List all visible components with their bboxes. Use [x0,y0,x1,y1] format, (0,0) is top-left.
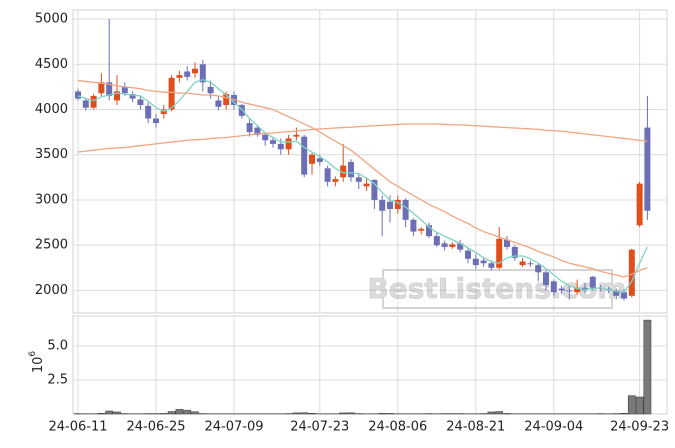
y-axis-label-base: 10 [31,357,46,374]
volume-bar [644,320,651,414]
x-tick-label: 24-06-25 [126,420,185,435]
volume-bar [620,413,627,414]
volume-bar [106,411,113,414]
candle-body [418,229,424,231]
y-tick-label: 3500 [35,147,68,162]
volume-bar [340,413,347,414]
candle-body [75,91,81,98]
candle-body [184,72,190,77]
candle-body [137,100,143,105]
y-tick-label: 2500 [35,238,68,253]
candle-body [122,87,128,93]
volume-panel [73,316,667,414]
y-tick-label: 4000 [35,102,68,117]
candle-body [286,138,292,149]
candle-body [325,168,331,182]
candle-body [644,128,650,211]
y-tick-label: 2.5 [47,372,68,387]
candle-body [621,292,627,298]
candle-body [215,100,221,106]
candle-body [169,78,175,110]
candle-body [403,200,409,220]
x-tick-label: 24-07-09 [204,420,263,435]
candle-body [270,140,276,144]
x-tick-label: 24-09-23 [610,420,669,435]
candle-body [551,281,557,292]
volume-bar [98,413,105,414]
candle-body [91,96,97,108]
volume-bar [113,412,120,414]
candle-body [356,177,362,182]
candle-body [559,289,565,291]
candle-body [481,261,487,264]
candle-body [309,155,315,164]
volume-bar [379,413,386,414]
candle-body [543,272,549,285]
candle-body [590,277,596,288]
volume-bar [628,396,635,414]
y-tick-label: 2000 [35,283,68,298]
volume-bar [293,413,300,414]
candle-body [364,184,370,187]
candle-body [566,290,572,291]
y-tick-label: 4500 [35,57,68,72]
volume-bar [160,413,167,414]
volume-bar [503,413,510,414]
candle-body [278,144,284,149]
candle-body [208,87,214,93]
price-panel [73,10,667,313]
candle-body [293,135,299,137]
candle-body [488,263,494,268]
volume-bar [347,413,354,414]
candle-body [348,162,354,177]
volume-bar [184,410,191,414]
candle-body [247,123,253,132]
x-tick-label: 24-08-06 [368,420,427,435]
candle-body [442,243,448,247]
y-tick-label: 5000 [35,12,68,27]
candle-body [637,184,643,226]
volume-bar [168,412,175,414]
volume-bar [386,413,393,414]
candle-body [301,137,307,175]
volume-bar [488,412,495,414]
volume-bar [191,412,198,414]
candle-body [83,100,89,107]
volume-bar [308,413,315,414]
y-tick-label: 5.0 [47,338,68,353]
x-tick-label: 24-09-04 [524,420,583,435]
candle-body [410,220,416,232]
candle-body [379,200,385,211]
volume-bar [496,412,503,414]
candle-body [176,75,182,78]
candle-body [449,244,455,247]
candle-body [153,119,159,124]
candle-body [535,265,541,272]
candle-body [145,106,151,119]
x-tick-label: 24-07-23 [290,420,349,435]
candle-body [527,263,533,264]
y-axis-label: 106 [28,351,46,374]
candle-body [387,202,393,209]
candle-body [317,158,323,162]
volume-bar [301,413,308,414]
moving-average-line [78,124,647,152]
volume-bar [176,409,183,414]
candle-body [520,261,526,265]
candle-body [262,135,268,140]
y-axis-label-exponent: 6 [28,351,38,357]
candle-body [465,251,471,259]
volume-bar [636,397,643,414]
x-tick-label: 24-08-21 [446,420,505,435]
candle-body [473,259,479,265]
y-tick-label: 3000 [35,192,68,207]
candle-body [192,69,198,74]
candle-body [332,179,338,182]
x-tick-label: 24-06-11 [48,420,107,435]
candle-body [434,236,440,245]
